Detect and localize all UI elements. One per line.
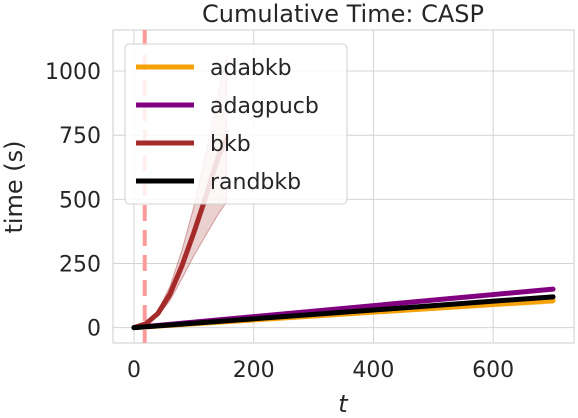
x-tick-label: 600 (472, 358, 514, 383)
x-tick-labels: 0 200 400 600 (127, 358, 514, 383)
y-tick-label: 500 (59, 188, 101, 213)
y-tick-label: 0 (87, 317, 101, 342)
x-tick-label: 400 (352, 358, 394, 383)
legend-label-bkb: bkb (210, 132, 251, 157)
y-tick-labels: 0 250 500 750 1000 (45, 60, 101, 342)
chart-title: Cumulative Time: CASP (202, 0, 484, 28)
y-tick-label: 1000 (45, 60, 101, 85)
x-axis-label: t (338, 390, 349, 418)
legend-label-adabkb: adabkb (210, 56, 292, 81)
legend: adabkb adagpucb bkb randbkb (124, 43, 348, 205)
legend-label-adagpucb: adagpucb (210, 94, 319, 119)
x-tick-label: 0 (127, 358, 141, 383)
y-tick-label: 250 (59, 252, 101, 277)
series-line-randbkb (131, 294, 556, 331)
y-tick-label: 750 (59, 124, 101, 149)
legend-box (124, 43, 348, 205)
x-tick-label: 200 (233, 358, 275, 383)
legend-label-randbkb: randbkb (210, 170, 301, 195)
y-axis-label: time (s) (0, 140, 28, 233)
legend-items: adabkb adagpucb bkb randbkb (136, 56, 319, 195)
